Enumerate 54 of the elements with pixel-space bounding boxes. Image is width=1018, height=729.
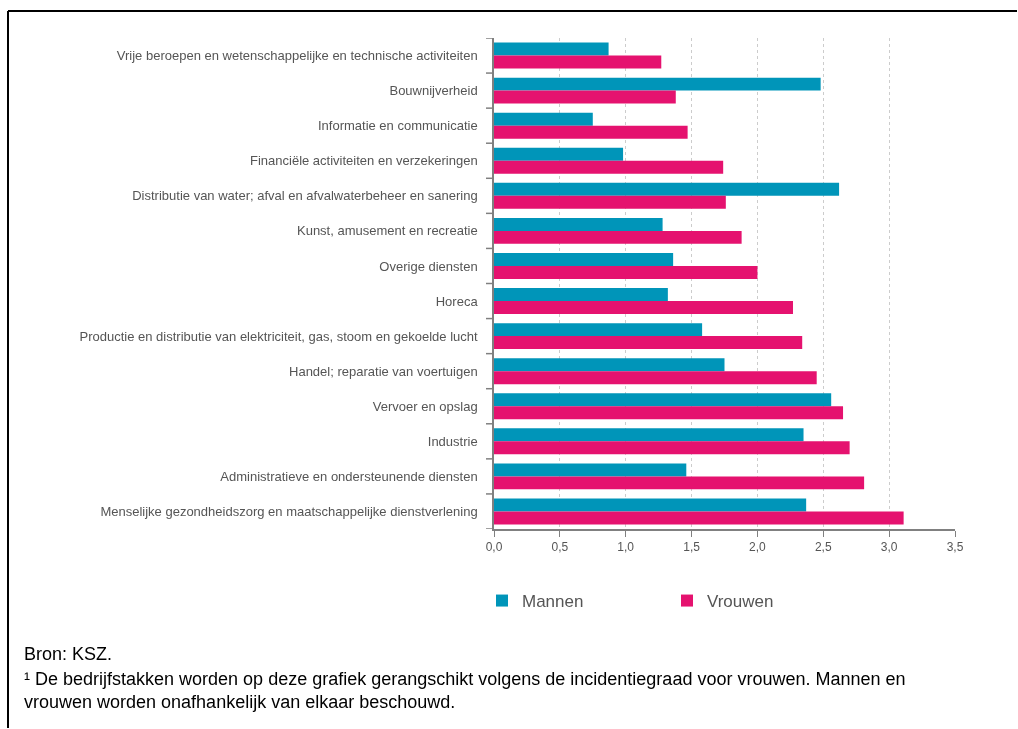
bar xyxy=(494,428,804,442)
x-tick-label: 2,0 xyxy=(749,540,767,555)
bar xyxy=(494,358,725,372)
bar xyxy=(494,90,676,104)
text: Bron: KSZ. xyxy=(24,644,113,664)
legend-label: Vrouwen xyxy=(707,592,774,612)
y-tick-label: Productie en distributie van elektriciteit, gas, stoom en gekoelde lucht xyxy=(79,328,479,344)
text: ¹ De bedrijfstakken worden op deze grafiek gerangschikt volgens de incidentiegraad voor vrouwen. Mannen en vrouwen worden onafhankelijk van elkaar beschouwd. xyxy=(24,669,906,713)
bar xyxy=(494,252,674,266)
bar xyxy=(494,42,609,56)
bar xyxy=(494,182,840,196)
y-tick-label: Industrie xyxy=(427,433,478,449)
x-tick-label: 0,0 xyxy=(485,540,503,555)
legend-label: Mannen xyxy=(522,592,584,612)
bar xyxy=(494,406,844,420)
bar xyxy=(494,195,726,209)
y-tick-label: Vrije beroepen en wetenschappelijke en technische activiteiten xyxy=(116,48,478,64)
x-tick-label: 2,5 xyxy=(814,540,832,555)
bar xyxy=(494,441,850,455)
x-tick-label: 3,5 xyxy=(946,540,964,555)
bar xyxy=(494,498,807,512)
y-tick-label: Vervoer en opslag xyxy=(372,398,478,414)
bar xyxy=(494,230,742,244)
bar xyxy=(494,323,703,337)
y-tick-label: Kunst, amusement en recreatie xyxy=(296,223,478,239)
bar xyxy=(494,112,593,126)
bar xyxy=(494,476,865,490)
bar xyxy=(494,217,663,231)
x-tick-label: 1,5 xyxy=(683,540,701,555)
x-tick-label: 1,0 xyxy=(617,540,635,555)
x-tick-label: 0,5 xyxy=(551,540,569,555)
bar xyxy=(494,393,832,407)
y-tick-label: Bouwnijverheid xyxy=(389,83,478,99)
y-tick-label: Financiële activiteiten en verzekeringen xyxy=(250,153,478,169)
bar xyxy=(494,288,668,302)
y-tick-label: Menselijke gezondheidszorg en maatschappelijke dienstverlening xyxy=(100,504,478,520)
bar xyxy=(494,265,758,279)
bar xyxy=(494,160,724,174)
y-tick-label: Horeca xyxy=(435,293,479,309)
bar xyxy=(494,463,687,477)
y-tick-label: Distributie van water; afval en afvalwaterbeheer en sanering xyxy=(132,188,478,204)
bar xyxy=(494,77,821,91)
bar xyxy=(494,55,662,69)
bar xyxy=(494,301,793,315)
bar xyxy=(494,125,688,139)
bar xyxy=(494,147,624,161)
y-tick-label: Informatie en communicatie xyxy=(317,118,478,134)
bar xyxy=(494,336,803,350)
bar xyxy=(494,371,817,385)
y-tick-label: Administratieve en ondersteunende diensten xyxy=(220,468,478,484)
y-tick-label: Overige diensten xyxy=(379,258,478,274)
y-tick-label: Handel; reparatie van voertuigen xyxy=(289,363,478,379)
bar xyxy=(494,511,904,525)
x-tick-label: 3,0 xyxy=(880,540,898,555)
